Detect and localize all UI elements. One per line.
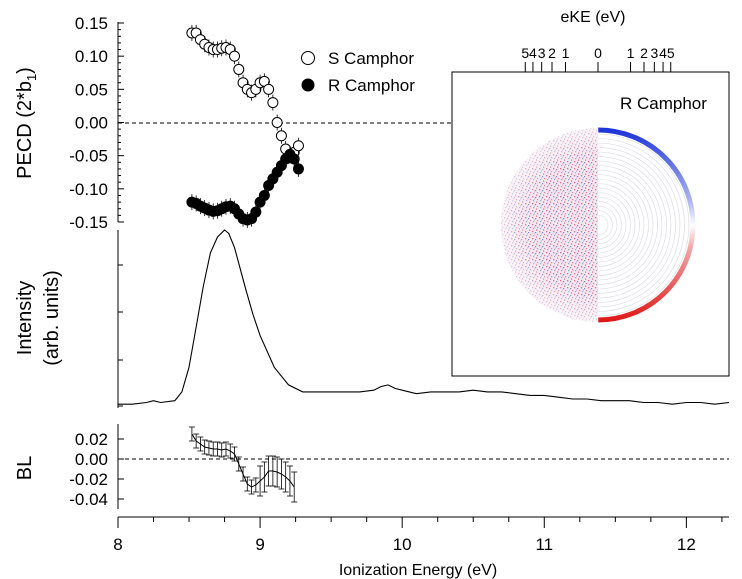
pecd-point-s-camphor	[233, 63, 245, 75]
x-tick-label: 10	[393, 535, 412, 554]
bl-y-axis-label: BL	[14, 456, 36, 480]
inset-eke-ticks: 5 4 3 2 1 1 2 3 4 50	[521, 45, 675, 72]
inset-fine-ring	[598, 192, 631, 258]
legend-label-s-camphor: S Camphor	[328, 49, 414, 68]
bl-y-tick-label: 0.00	[75, 450, 108, 469]
inset-fine-ring	[598, 210, 613, 240]
inset-top-axis-label: eKE (eV)	[561, 9, 626, 26]
bl-y-tick-label: -0.02	[69, 470, 108, 489]
pecd-point-r-camphor	[292, 163, 304, 175]
inset-fine-ring	[598, 138, 685, 312]
legend-label-r-camphor: R Camphor	[328, 76, 415, 95]
inset-eke-tick-label: 0	[594, 45, 602, 61]
pecd-y-tick-label: 0.10	[75, 47, 108, 66]
intensity-panel: Intensity (arb. units)	[14, 229, 730, 408]
inset-fine-ring	[598, 214, 609, 236]
inset-fine-ring	[598, 169, 654, 281]
inset-title: R Camphor	[620, 94, 707, 113]
pecd-point-s-camphor	[229, 50, 241, 62]
inset-eke-tick-label: 3	[650, 45, 658, 61]
inset-fine-ring	[598, 196, 627, 254]
x-tick-label: 12	[677, 535, 696, 554]
pecd-y-tick-label: 0.05	[75, 80, 108, 99]
inset-fine-ring	[598, 142, 681, 308]
pecd-point-r-camphor	[258, 189, 270, 201]
inset-eke-tick-label: 3	[538, 45, 546, 61]
pecd-point-s-camphor	[271, 117, 283, 128]
x-tick-label: 8	[113, 535, 122, 554]
inset-fine-ring	[598, 187, 636, 263]
pecd-point-s-camphor	[263, 83, 275, 95]
intensity-curve	[118, 229, 730, 405]
pecd-panel: 0.15 0.10 0.05 0.00 -0.05 -0.10 -0.15 PECD (2*…	[14, 14, 729, 232]
x-tick-label: 11	[535, 535, 553, 554]
pecd-y-tick-label: 0.00	[75, 114, 108, 133]
pecd-y-tick-label: -0.15	[69, 213, 108, 232]
legend: S Camphor R Camphor	[301, 49, 415, 95]
inset-eke-tick-label: 1	[627, 45, 635, 61]
inset: R Camphor 5 4 3 2 1 1 2 3 4 50 eKE (eV)	[451, 9, 730, 377]
inset-eke-tick-label: 2	[548, 45, 556, 61]
intensity-y-axis-label: Intensity	[14, 281, 36, 355]
inset-fine-ring	[598, 147, 676, 303]
inset-fine-ring	[598, 201, 622, 249]
legend-marker-s-camphor	[301, 51, 315, 65]
pecd-point-r-camphor	[250, 206, 262, 218]
inset-eke-tick-label: 2	[640, 45, 648, 61]
inset-fine-ring	[598, 165, 658, 285]
pecd-y-tick-label: -0.05	[69, 147, 108, 166]
bl-series	[188, 426, 298, 503]
inset-fine-ring	[598, 174, 649, 276]
inset-right-half-image	[598, 127, 696, 323]
pecd-point-s-camphor	[267, 97, 279, 109]
inset-fine-ring	[598, 151, 672, 299]
inset-fine-ring	[598, 156, 667, 294]
pecd-point-s-camphor	[275, 130, 287, 142]
bl-y-tick-label: 0.02	[75, 430, 108, 449]
inset-fine-ring	[598, 178, 645, 272]
pecd-y-ticks: 0.15 0.10 0.05 0.00 -0.05 -0.10 -0.15	[69, 14, 124, 232]
pecd-y-axis-label: PECD (2*b1)	[14, 67, 39, 179]
bl-y-ticks: 0.020.00-0.02-0.04	[69, 430, 124, 509]
inset-fine-ring	[598, 183, 640, 267]
bl-y-tick-label: -0.04	[69, 490, 108, 509]
pecd-point-s-camphor	[292, 140, 304, 152]
pecd-y-tick-label: 0.15	[75, 14, 108, 33]
inset-eke-tick-label: 5	[521, 45, 529, 61]
bl-panel: 0.020.00-0.02-0.04 BL 8 9 10 11 12 Ionizatio…	[14, 424, 729, 579]
x-tick-label: 9	[255, 535, 264, 554]
intensity-y-axis-label-units: (arb. units)	[41, 270, 63, 366]
inset-eke-tick-label: 1	[562, 45, 570, 61]
inset-fine-ring	[598, 133, 690, 317]
inset-fine-ring	[598, 160, 663, 290]
inset-eke-tick-label: 4	[659, 45, 667, 61]
pecd-point-r-camphor	[288, 153, 300, 165]
legend-marker-r-camphor	[301, 78, 315, 92]
pecd-y-tick-label: -0.10	[69, 180, 108, 199]
x-axis-label: Ionization Energy (eV)	[339, 562, 497, 579]
inset-eke-tick-label: 5	[667, 45, 675, 61]
pecd-series	[186, 24, 304, 229]
inset-eke-tick-label: 4	[529, 45, 537, 61]
inset-left-half-image	[501, 128, 598, 322]
inset-fine-ring	[598, 205, 618, 245]
x-axis-ticks: 8 9 10 11 12	[113, 517, 723, 554]
